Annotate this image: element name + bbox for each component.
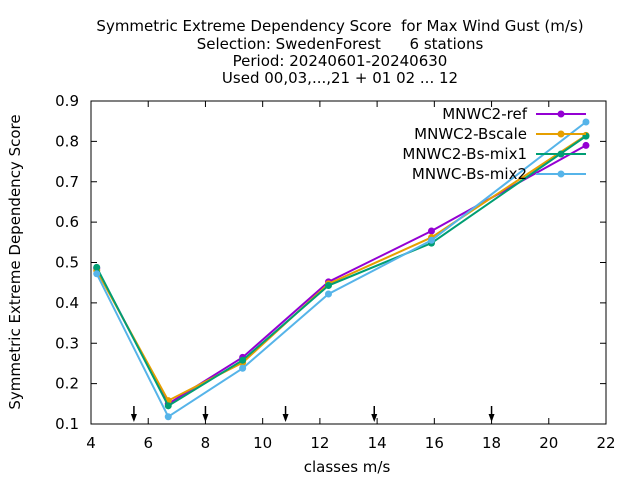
data-point (239, 356, 247, 364)
data-point (93, 270, 101, 278)
y-tick-label: 0.1 (55, 415, 79, 433)
legend-label: MNWC-Bs-mix2 (412, 165, 527, 183)
chart-title-line-2: Selection: SwedenForest 6 stations (196, 35, 484, 53)
class-boundary-arrow-head (282, 414, 289, 422)
class-boundary-arrow-head (130, 414, 137, 422)
chart-title-line-4: Used 00,03,...,21 + 01 02 ... 12 (221, 69, 459, 87)
chart-title-line-3: Period: 20240601-20240630 (232, 52, 448, 70)
data-point (582, 118, 590, 126)
legend-marker (557, 130, 565, 138)
y-tick-label: 0.4 (55, 294, 79, 312)
y-tick-label: 0.3 (55, 334, 79, 352)
plot-frame (90, 100, 607, 425)
legend-marker (557, 110, 565, 118)
y-tick-label: 0.2 (55, 375, 79, 393)
class-boundary-arrow-head (488, 414, 495, 422)
y-tick-label: 0.7 (55, 173, 79, 191)
data-point (164, 413, 172, 421)
legend-label: MNWC2-Bscale (414, 125, 527, 143)
chart-title-line-1: Symmetric Extreme Dependency Score for M… (96, 17, 584, 35)
x-tick-label: 22 (596, 434, 615, 452)
legend-marker (557, 170, 565, 178)
y-tick-label: 0.5 (55, 254, 79, 272)
data-point (164, 402, 172, 410)
data-point (427, 236, 435, 244)
x-tick-label: 8 (201, 434, 211, 452)
x-axis-label: classes m/s (304, 458, 391, 476)
data-point (93, 263, 101, 271)
data-point (324, 282, 332, 290)
y-tick-label: 0.8 (55, 132, 79, 150)
y-tick-label: 0.6 (55, 213, 79, 231)
data-point (427, 227, 435, 235)
data-point (324, 290, 332, 298)
series-line (95, 121, 587, 419)
x-tick-label: 6 (143, 434, 153, 452)
class-boundary-arrow-head (371, 414, 378, 422)
x-tick-label: 4 (86, 434, 96, 452)
x-tick-label: 12 (310, 434, 329, 452)
x-tick-label: 20 (539, 434, 558, 452)
data-point (239, 364, 247, 372)
x-tick-label: 14 (368, 434, 387, 452)
data-point (582, 141, 590, 149)
series-line (95, 135, 587, 408)
legend-label: MNWC2-Bs-mix1 (402, 145, 527, 163)
x-tick-label: 16 (425, 434, 444, 452)
x-tick-label: 18 (482, 434, 501, 452)
x-tick-label: 10 (253, 434, 272, 452)
legend-marker (557, 150, 565, 158)
legend-label: MNWC2-ref (442, 105, 527, 123)
y-tick-label: 0.9 (55, 92, 79, 110)
y-axis-label: Symmetric Extreme Dependency Score (6, 114, 24, 409)
class-boundary-arrow-head (202, 414, 209, 422)
